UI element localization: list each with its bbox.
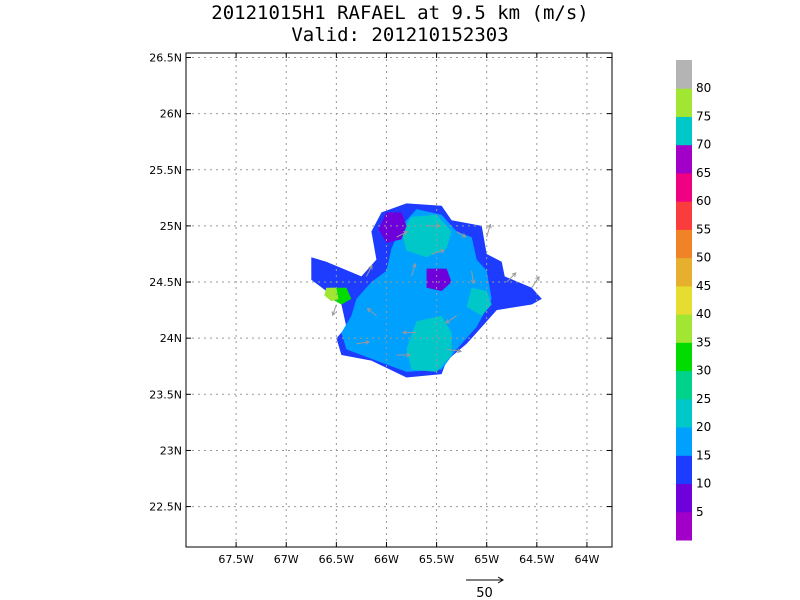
- colorbar-swatch: [676, 116, 692, 146]
- chart-subtitle: Valid: 201210152303: [291, 24, 509, 46]
- wind-vector: [332, 304, 337, 316]
- wind-vector-head: [368, 264, 373, 270]
- colorbar-label: 25: [696, 392, 711, 406]
- wind-vector: [506, 272, 517, 283]
- wind-vector: [367, 308, 377, 317]
- wind-vector-head: [440, 249, 446, 254]
- wind-region-25: [466, 287, 492, 316]
- x-tick-label: 66.5W: [319, 553, 354, 566]
- wind-vector: [411, 263, 416, 277]
- wind-vector-head: [511, 272, 517, 278]
- wind-vector-head: [487, 223, 492, 229]
- wind-vector-head: [461, 233, 467, 238]
- wind-vector: [486, 224, 491, 238]
- colorbar-label: 10: [696, 477, 711, 491]
- y-tick-label: 25N: [160, 220, 182, 233]
- grid-lines: [186, 53, 612, 547]
- wind-vector: [531, 276, 540, 288]
- wind-vector: [365, 265, 373, 277]
- colorbar-label: 5: [696, 505, 704, 519]
- wind-vector-head: [331, 311, 337, 317]
- colorbar-swatch: [676, 88, 692, 117]
- wind-vector-head: [535, 275, 540, 281]
- colorbar-swatch: [676, 483, 692, 513]
- colorbar-swatch: [676, 511, 692, 541]
- colorbar: 5 10 15 20 25 30 35 40 45 50 55 60 65 70 75 80: [676, 60, 711, 541]
- colorbar-swatch: [676, 285, 692, 315]
- colorbar-label: 15: [696, 448, 711, 462]
- x-tick-label: 64W: [575, 553, 600, 566]
- colorbar-label: 40: [696, 307, 711, 321]
- colorbar-swatch: [676, 144, 692, 174]
- x-tick-label: 64.5W: [519, 553, 554, 566]
- wind-region-25: [406, 315, 452, 372]
- y-tick-label: 23N: [160, 444, 182, 457]
- wind-region-40: [324, 287, 339, 302]
- wind-vector-head: [365, 340, 371, 345]
- x-tick-label: 67W: [274, 553, 299, 566]
- colorbar-swatch: [676, 314, 692, 343]
- wind-vector-head: [444, 319, 450, 324]
- colorbar-label: 45: [696, 279, 711, 293]
- wind-vector-head: [411, 262, 417, 268]
- colorbar-swatch: [676, 455, 692, 485]
- wind-region-20: [341, 209, 492, 372]
- wind-vector: [471, 270, 474, 284]
- colorbar-swatch: [676, 257, 692, 287]
- y-tick-label: 23.5N: [149, 388, 182, 401]
- colorbar-swatch: [676, 398, 692, 428]
- wind-speed-field: [311, 203, 542, 378]
- colorbar-label: 70: [696, 138, 711, 152]
- wind-vectors: [331, 223, 540, 358]
- wind-vector-head: [457, 348, 463, 354]
- wind-vector-head: [403, 231, 409, 236]
- y-tick-label: 26N: [160, 108, 182, 121]
- wind-vector-head: [470, 279, 476, 285]
- wind-vector: [431, 249, 445, 255]
- wind-vector-head: [366, 307, 372, 313]
- colorbar-label: 60: [696, 194, 711, 208]
- colorbar-label: 75: [696, 109, 711, 123]
- colorbar-label: 30: [696, 364, 711, 378]
- colorbar-swatch: [676, 342, 692, 372]
- wind-vector-head: [401, 330, 407, 335]
- colorbar-label: 50: [696, 251, 711, 265]
- axis-ticks: 67.5W 67W 66.5W 66W 65.5W 65W 64.5W 64W 22.5N 23N…: [149, 51, 612, 566]
- x-tick-label: 66W: [374, 553, 399, 566]
- wind-vector: [456, 231, 466, 238]
- reference-vector: 50: [466, 576, 504, 600]
- colorbar-label: 80: [696, 81, 711, 95]
- reference-vector-label: 50: [476, 586, 493, 600]
- colorbar-label: 35: [696, 335, 711, 349]
- plot-frame: [185, 52, 613, 548]
- colorbar-label: 20: [696, 420, 711, 434]
- wind-vector: [356, 341, 370, 345]
- colorbar-swatch: [676, 201, 692, 230]
- colorbar-swatch: [676, 60, 692, 89]
- wind-vector-head: [436, 223, 442, 229]
- wind-vector: [446, 348, 462, 352]
- colorbar-swatch: [676, 172, 692, 202]
- x-tick-label: 67.5W: [218, 553, 253, 566]
- x-tick-label: 65.5W: [419, 553, 454, 566]
- y-tick-label: 22.5N: [149, 501, 182, 514]
- y-tick-label: 24N: [160, 332, 182, 345]
- y-tick-label: 24.5N: [149, 276, 182, 289]
- reference-arrow-head: [497, 576, 504, 584]
- wind-vector-head: [406, 352, 412, 358]
- colorbar-label: 65: [696, 166, 711, 180]
- wind-region-10: [426, 268, 452, 291]
- colorbar-swatch: [676, 427, 692, 456]
- wind-vector: [396, 231, 408, 238]
- y-tick-label: 26.5N: [149, 51, 182, 64]
- y-tick-label: 25.5N: [149, 164, 182, 177]
- colorbar-swatch: [676, 370, 692, 400]
- wind-vector: [445, 315, 457, 324]
- colorbar-label: 55: [696, 222, 711, 236]
- colorbar-swatch: [676, 229, 692, 259]
- chart-title: 20121015H1 RAFAEL at 9.5 km (m/s): [211, 2, 589, 24]
- x-tick-label: 65W: [474, 553, 499, 566]
